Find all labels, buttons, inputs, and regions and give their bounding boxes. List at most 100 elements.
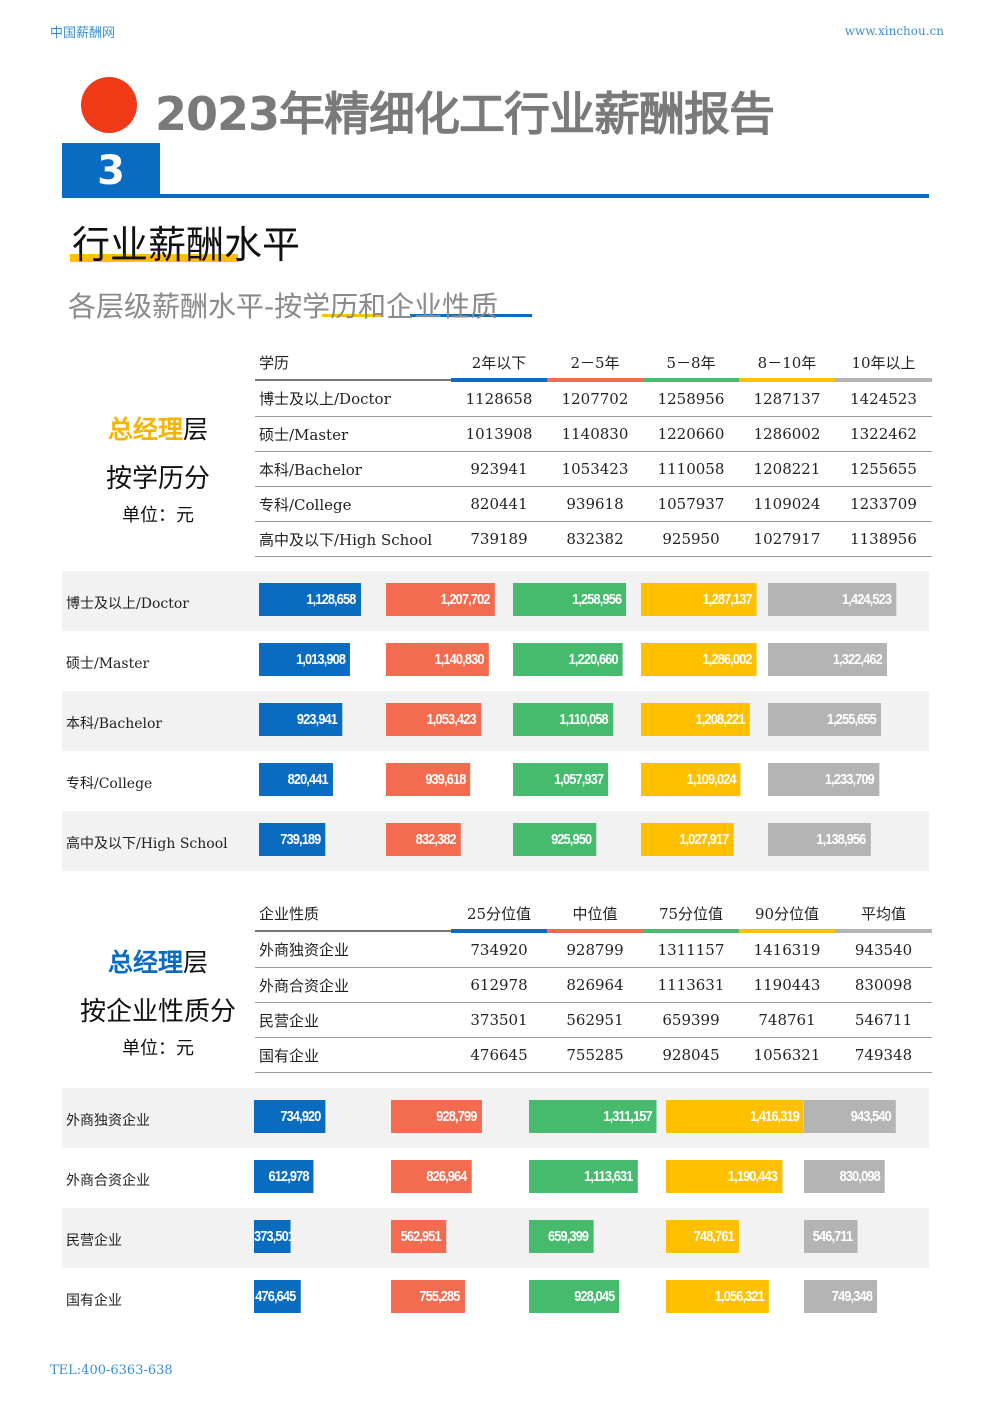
cell: 739189 [451, 521, 547, 557]
cell: 749348 [835, 1037, 932, 1073]
table-row: 硕士/Master 1013908 1140830 1220660 1286002 132… [255, 416, 932, 452]
cell: 925950 [643, 521, 739, 557]
cell: 1258956 [643, 380, 739, 417]
chart-row-label: 硕士/Master [66, 656, 150, 672]
cell: 1110058 [643, 451, 739, 487]
subtitle-underline [322, 314, 382, 317]
bar: 659,399 [529, 1220, 594, 1253]
cell: 1233709 [835, 486, 932, 522]
bar-label: 1,027,917 [679, 831, 729, 848]
chart-row: 专科/College 820,441 939,618 1,057,937 1,109,0… [62, 751, 929, 811]
bar: 832,382 [386, 823, 461, 856]
chart-row: 本科/Bachelor 923,941 1,053,423 1,110,058 1,20… [62, 691, 929, 751]
bar-label: 659,399 [548, 1228, 589, 1245]
edu-table: 学历 2年以下 2－5年 5－8年 8－10年 10年以上 博士及以上/Doctor 1128… [255, 346, 932, 557]
bar: 1,416,319 [666, 1100, 805, 1133]
cell: 1138956 [835, 521, 932, 557]
bar: 820,441 [259, 763, 333, 796]
bar-label: 1,109,024 [686, 771, 737, 788]
row-label: 外商合资企业 [255, 967, 451, 1003]
row-label: 硕士/Master [255, 416, 451, 452]
site-name: 中国薪酬网 [50, 26, 116, 41]
footer-tel: TEL:400-6363-638 [50, 1363, 173, 1378]
title-underline [70, 254, 238, 262]
cell: 1027917 [739, 521, 835, 557]
cell: 928045 [643, 1037, 739, 1073]
row-label: 国有企业 [255, 1037, 451, 1073]
cell: 820441 [451, 486, 547, 522]
bar-label: 612,978 [268, 1168, 310, 1185]
row-label: 专科/College [255, 486, 451, 522]
bar-label: 734,920 [280, 1108, 321, 1125]
side-a2: 层 [183, 415, 209, 444]
bar: 1,233,709 [768, 763, 880, 796]
bar-label: 939,618 [425, 771, 466, 788]
bar: 826,964 [391, 1160, 472, 1193]
column-header: 8－10年 [739, 346, 835, 382]
cell: 1287137 [739, 380, 835, 417]
bar: 830,098 [804, 1160, 885, 1193]
bar: 739,189 [259, 823, 326, 856]
bar: 928,045 [529, 1280, 620, 1313]
bar-label: 832,382 [415, 831, 457, 848]
bar-label: 1,013,908 [296, 651, 346, 668]
row-label: 博士及以上/Doctor [255, 380, 451, 417]
cell: 562951 [547, 1002, 643, 1038]
cell: 1207702 [547, 380, 643, 417]
bar: 1,057,937 [513, 763, 609, 796]
cell: 1140830 [547, 416, 643, 452]
cell: 755285 [547, 1037, 643, 1073]
cell: 1424523 [835, 380, 932, 417]
column-header: 90分位值 [739, 897, 835, 933]
chart-row: 博士及以上/Doctor 1,128,658 1,207,702 1,258,956 1… [62, 571, 929, 631]
bar-label: 1,138,956 [816, 831, 866, 848]
bar: 925,950 [513, 823, 597, 856]
bar: 1,287,137 [641, 583, 757, 616]
bar-label: 830,098 [839, 1168, 881, 1185]
cell: 546711 [835, 1002, 932, 1038]
bar-label: 1,416,319 [749, 1108, 800, 1125]
bar-label: 1,287,137 [702, 591, 753, 608]
cell: 373501 [451, 1002, 547, 1038]
bar: 734,920 [254, 1100, 326, 1133]
chart-row-label: 本科/Bachelor [66, 716, 163, 732]
row-label: 外商独资企业 [255, 931, 451, 968]
bar: 1,140,830 [386, 643, 489, 676]
bar-label: 748,761 [693, 1228, 735, 1245]
bar-label: 820,441 [287, 771, 329, 788]
bar-label: 546,711 [812, 1228, 853, 1245]
side-b: 按企业性质分 [79, 997, 236, 1027]
cell: 928799 [547, 931, 643, 968]
unit: 单位：元 [122, 1038, 194, 1059]
bar-label: 1,233,709 [824, 771, 875, 788]
cell: 1311157 [643, 931, 739, 968]
bar: 1,053,423 [386, 703, 481, 736]
table-row: 外商独资企业 734920 928799 1311157 1416319 943540 [255, 931, 932, 968]
side-a: 总经理 [107, 415, 183, 444]
bar-label: 1,057,937 [554, 771, 604, 788]
chart-row-label: 外商合资企业 [66, 1173, 150, 1189]
bar: 1,110,058 [513, 703, 613, 736]
bar: 1,208,221 [641, 703, 750, 736]
table-row: 外商合资企业 612978 826964 1113631 1190443 830098 [255, 967, 932, 1003]
column-header: 中位值 [547, 897, 643, 933]
chart-row-label: 国有企业 [66, 1293, 122, 1309]
bar: 1,013,908 [259, 643, 351, 676]
ent-bar-chart: 外商独资企业 734,920 928,799 1,311,157 1,416,319 94… [62, 1088, 929, 1328]
bar: 546,711 [804, 1220, 858, 1253]
column-header: 10年以上 [835, 346, 932, 382]
table-row: 博士及以上/Doctor 1128658 1207702 1258956 1287137… [255, 380, 932, 417]
column-header: 学历 [255, 346, 451, 381]
chart-row: 外商独资企业 734,920 928,799 1,311,157 1,416,319 94… [62, 1088, 929, 1148]
cell: 1128658 [451, 380, 547, 417]
bar-label: 1,053,423 [426, 711, 477, 728]
side-a2: 层 [183, 948, 209, 977]
bar-label: 826,964 [426, 1168, 467, 1185]
bar-label: 923,941 [296, 711, 338, 728]
bar: 476,645 [254, 1280, 301, 1313]
cell: 1057937 [643, 486, 739, 522]
bar-label: 1,128,658 [306, 591, 356, 608]
section-number: 3 [62, 143, 160, 196]
edu-bar-chart: 博士及以上/Doctor 1,128,658 1,207,702 1,258,956 1… [62, 571, 929, 871]
